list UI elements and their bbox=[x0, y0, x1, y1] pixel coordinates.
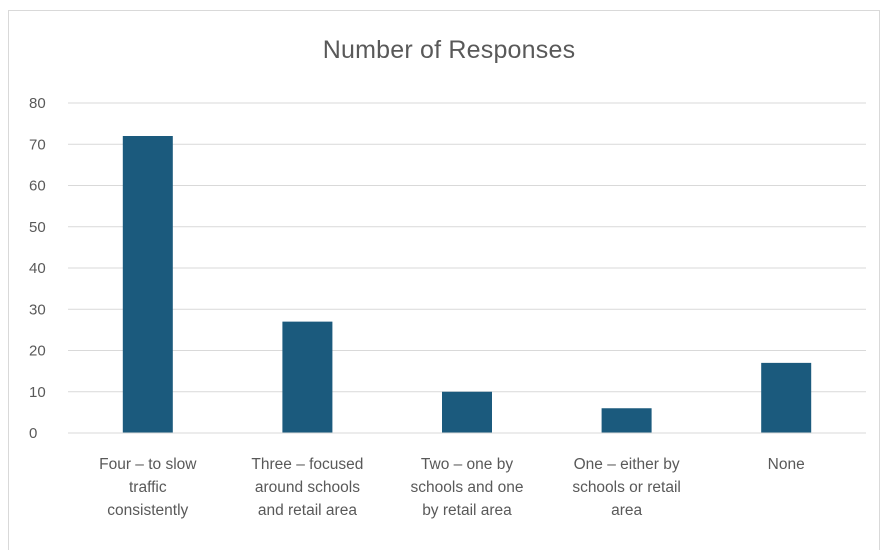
y-tick-label: 70 bbox=[29, 136, 46, 153]
bar bbox=[761, 362, 812, 433]
y-tick-label: 40 bbox=[29, 260, 46, 277]
gridlines bbox=[68, 102, 866, 393]
y-tick-label: 30 bbox=[29, 301, 46, 318]
y-tick-label: 50 bbox=[29, 219, 46, 236]
x-category-label: Four – to slow traffic consistently bbox=[99, 456, 197, 519]
bar bbox=[442, 391, 492, 433]
bars bbox=[122, 136, 812, 433]
bar bbox=[122, 136, 173, 433]
y-tick-label: 80 bbox=[29, 95, 46, 112]
y-tick-label: 60 bbox=[29, 178, 46, 195]
bar bbox=[282, 321, 333, 433]
chart-title: Number of Responses bbox=[322, 36, 576, 64]
y-axis-ticks: 0 10 20 30 40 50 60 70 80 bbox=[29, 95, 46, 442]
x-category-label: Two – one by schools and one by retail are… bbox=[411, 456, 524, 519]
bar bbox=[601, 408, 652, 433]
x-category-label: Three – focused around schools and retail … bbox=[251, 456, 363, 519]
x-category-label: None bbox=[768, 456, 805, 473]
x-axis-labels: Four – to slow traffic consistently Three –… bbox=[99, 456, 805, 519]
y-tick-label: 10 bbox=[29, 384, 46, 401]
y-tick-label: 20 bbox=[29, 343, 46, 360]
y-tick-label: 0 bbox=[29, 425, 37, 442]
x-category-label: One – either by schools or retail area bbox=[572, 456, 681, 519]
